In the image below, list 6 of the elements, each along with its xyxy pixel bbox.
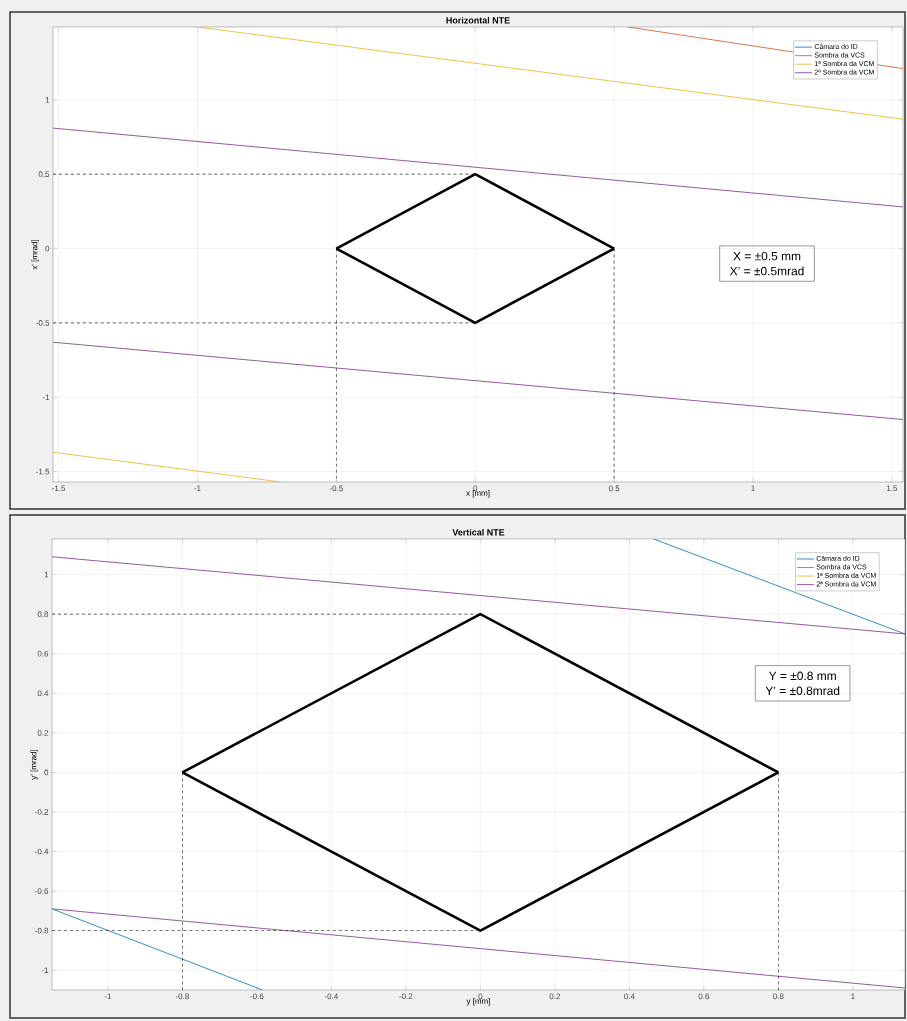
- annotation: X’ = ±0.5mrad: [729, 266, 804, 276]
- annotation: Y = ±0.8 mm: [768, 671, 836, 681]
- chart-title: Horizontal NTE: [446, 16, 510, 24]
- annotation: Y’ = ±0.8mrad: [765, 686, 840, 696]
- chart-title: Vertical NTE: [452, 528, 505, 536]
- annotation: X = ±0.5 mm: [733, 251, 801, 261]
